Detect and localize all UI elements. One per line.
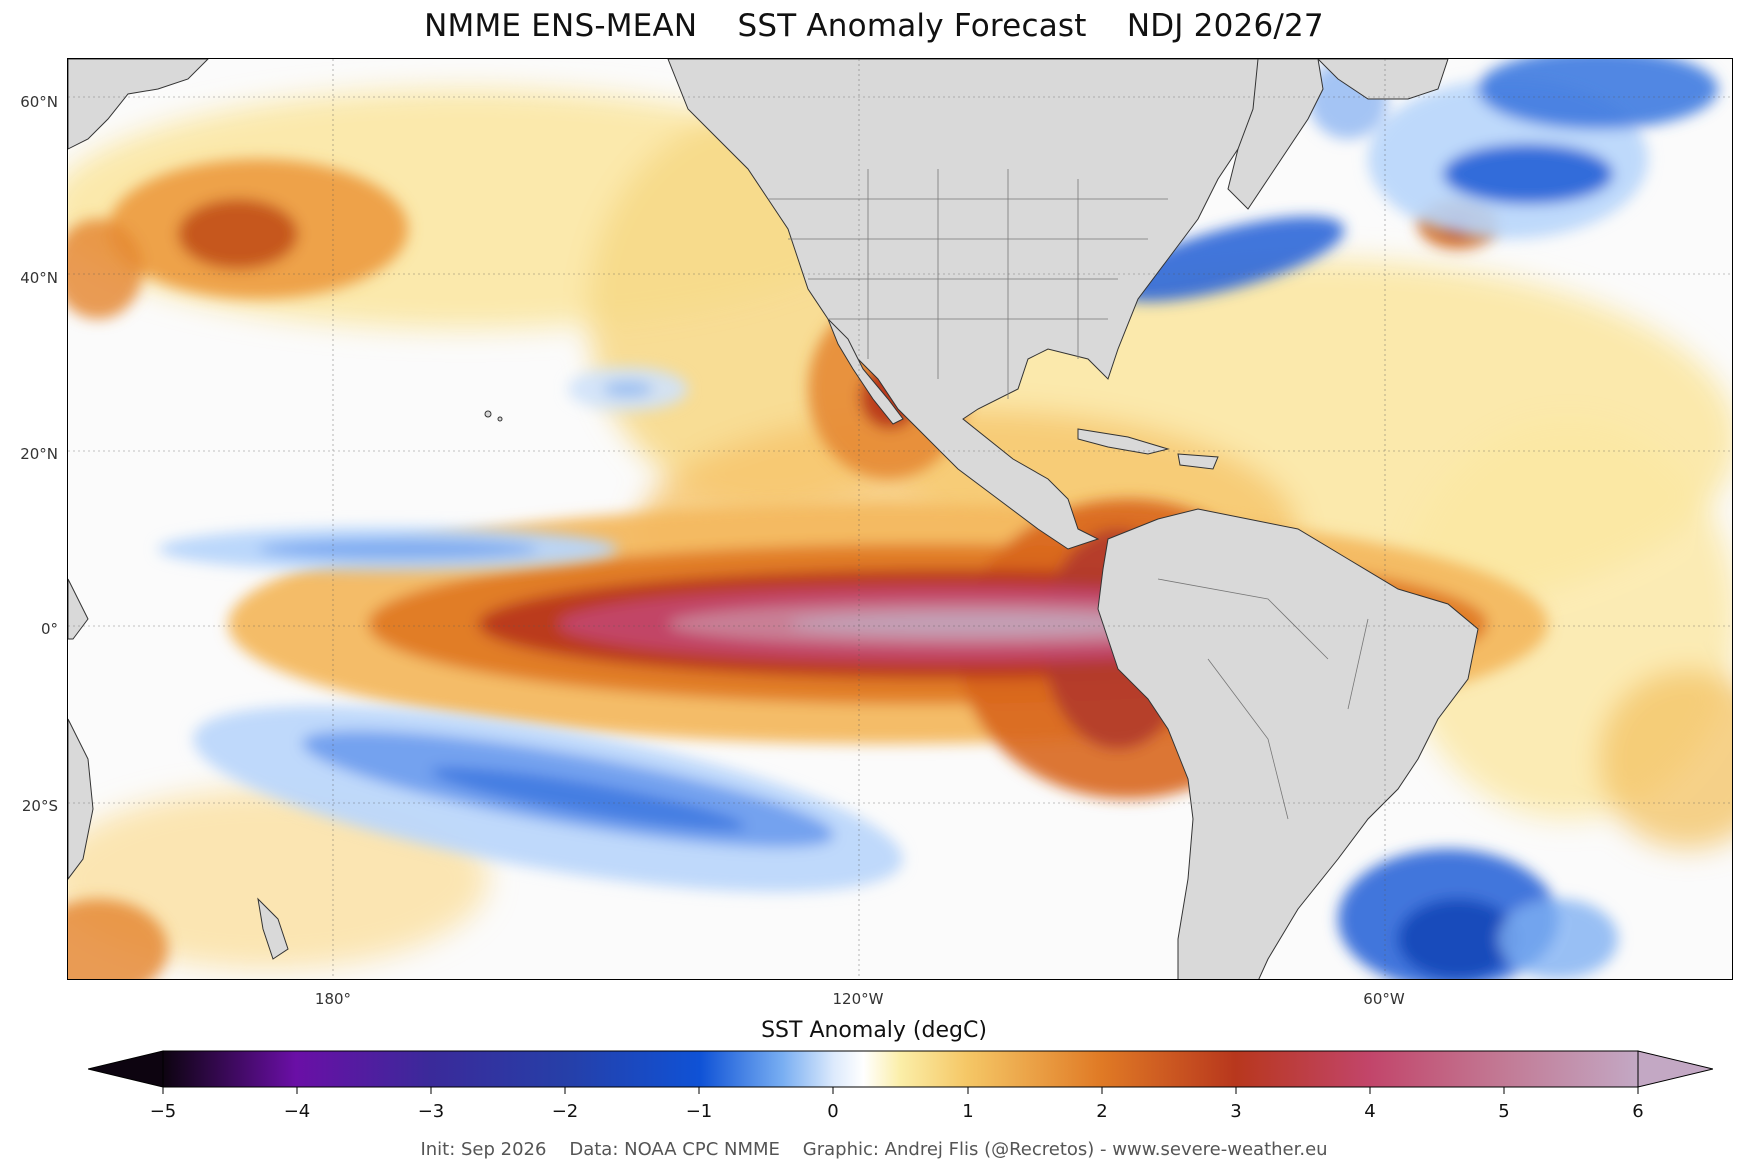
colorbar [88,1050,1713,1094]
colorbar-tick-label: 4 [1364,1101,1376,1122]
lon-label-120w: 120°W [832,990,884,1008]
new-zealand-land [257,897,289,960]
colorbar-tick-label: 2 [1096,1101,1108,1122]
sst-anomaly-map [67,58,1733,980]
asia-land [68,578,89,640]
greenland-land [1317,59,1449,100]
credit-line: Init: Sep 2026 Data: NOAA CPC NMME Graph… [420,1139,1328,1160]
landmasses [68,59,1479,979]
south-america-land [1097,508,1479,979]
cuba-land [1077,428,1170,455]
colorbar-tick-label: −5 [149,1101,177,1122]
colorbar-tick-label: −2 [551,1101,579,1122]
colorbar-tick-label: 3 [1230,1101,1242,1122]
colorbar-title: SST Anomaly (degC) [761,1018,987,1043]
colorbar-tick-label: 6 [1632,1101,1644,1122]
map-title: NMME ENS-MEAN SST Anomaly Forecast NDJ 2… [424,8,1324,44]
alaska-land [68,59,209,150]
lat-label-20s: 20°S [21,797,58,815]
lon-label-180: 180° [314,990,352,1008]
hispaniola-land [1177,453,1219,470]
graticule [68,59,1732,979]
lat-label-20n: 20°N [20,445,58,463]
colorbar-tick-label: −4 [283,1101,311,1122]
colorbar-low-extend [88,1050,164,1088]
australia-land [68,718,94,880]
lat-label-40n: 40°N [20,269,58,287]
north-america-land [667,59,1269,550]
labrador-land [1227,59,1324,210]
baja-california-land [827,318,904,425]
hawaii-island [497,416,503,422]
colorbar-high-extend [1637,1050,1713,1088]
lon-label-60w: 60°W [1363,990,1405,1008]
colorbar-tick-label: −3 [417,1101,445,1122]
cool-anomaly-field [158,59,1718,979]
colorbar-tick-label: 0 [827,1101,839,1122]
colorbar-ticks [162,1087,1639,1094]
colorbar-tick-label: −1 [685,1101,713,1122]
lat-label-60n: 60°N [20,93,58,111]
lat-label-equator: 0° [40,620,58,638]
colorbar-tick-label: 5 [1498,1101,1510,1122]
colorbar-tick-label: 1 [962,1101,974,1122]
colorbar-ramp [162,1050,1639,1088]
hawaii-island [484,410,492,418]
